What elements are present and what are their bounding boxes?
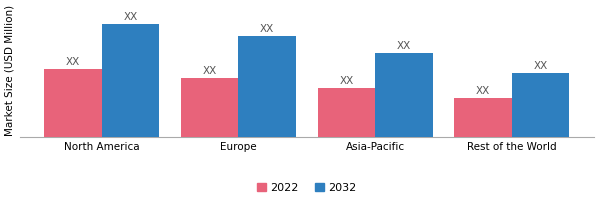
Text: XX: XX [123,12,138,22]
Bar [318,88,375,137]
Bar [375,53,432,137]
Text: XX: XX [339,76,353,86]
Text: XX: XX [476,86,490,96]
Text: XX: XX [203,66,217,76]
Text: XX: XX [66,57,80,68]
Text: XX: XX [396,41,411,52]
Bar [454,98,512,137]
Bar [44,69,102,137]
Bar [181,78,239,137]
Text: XX: XX [260,24,274,34]
Bar [239,36,296,137]
Bar [512,73,569,137]
Text: XX: XX [533,61,548,71]
Y-axis label: Market Size (USD Million): Market Size (USD Million) [4,5,14,136]
Bar [102,24,159,137]
Legend: 2022, 2032: 2022, 2032 [255,181,359,195]
